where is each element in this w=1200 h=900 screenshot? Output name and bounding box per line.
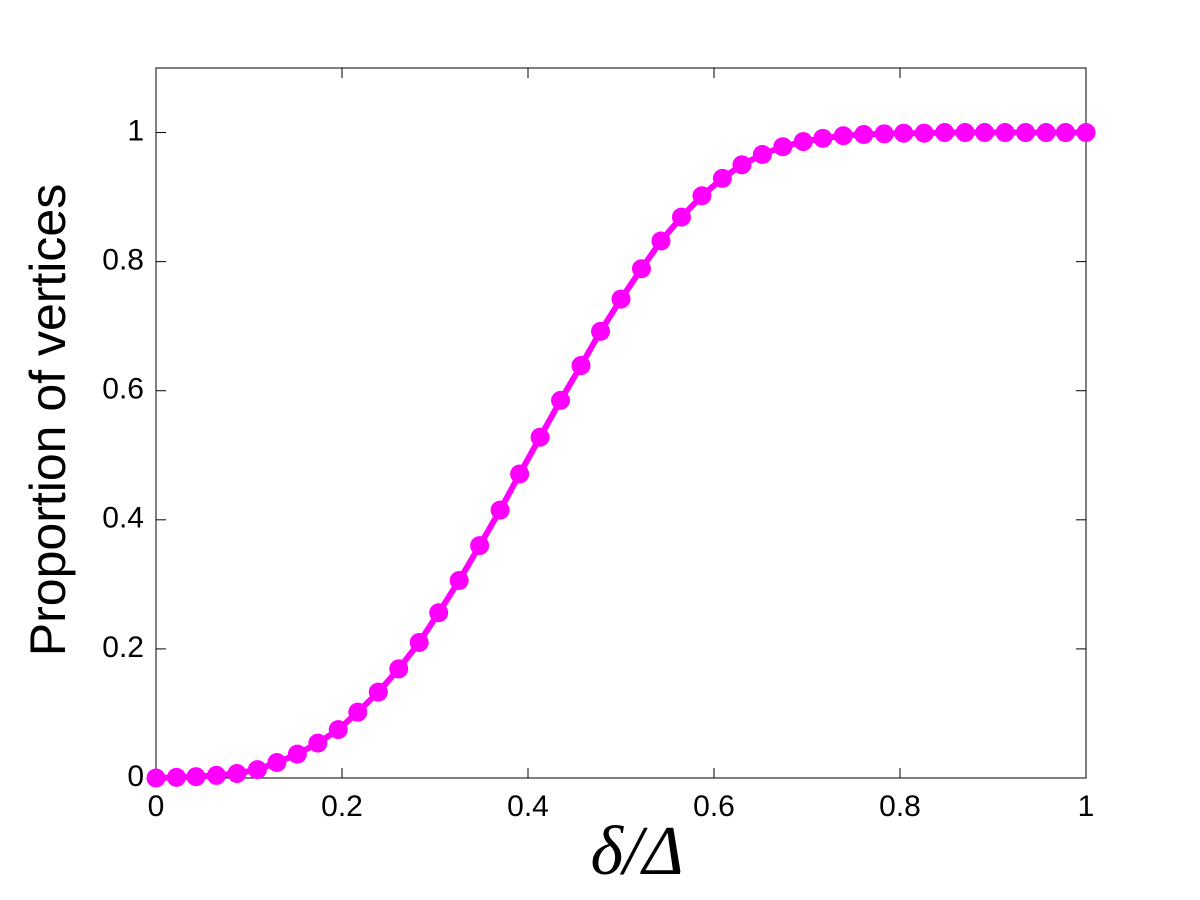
marker	[854, 124, 874, 144]
marker	[429, 603, 449, 623]
y-tick-label: 0	[127, 760, 144, 793]
marker	[813, 128, 833, 148]
x-tick-label: 0.4	[507, 790, 549, 823]
marker	[955, 123, 975, 143]
marker	[1036, 123, 1056, 143]
marker	[348, 702, 368, 722]
marker	[874, 124, 894, 144]
marker	[894, 123, 914, 143]
marker	[1016, 123, 1036, 143]
marker	[692, 186, 712, 206]
marker	[247, 760, 267, 780]
marker	[551, 390, 571, 410]
marker	[732, 155, 752, 175]
y-tick-label: 0.8	[102, 244, 144, 277]
marker	[995, 123, 1015, 143]
x-tick-label: 0.8	[879, 790, 921, 823]
marker	[651, 231, 671, 251]
marker	[389, 659, 409, 679]
x-tick-label: 0.2	[321, 790, 363, 823]
y-tick-label: 1	[127, 114, 144, 147]
marker	[631, 259, 651, 279]
marker	[287, 744, 307, 764]
marker	[1076, 123, 1096, 143]
marker	[146, 768, 166, 788]
marker	[368, 682, 388, 702]
marker	[328, 720, 348, 740]
x-tick-label: 0	[148, 790, 165, 823]
x-tick-label: 1	[1078, 790, 1095, 823]
marker	[1056, 123, 1076, 143]
y-axis-label: Proportion of vertices	[20, 184, 76, 656]
y-tick-label: 0.2	[102, 631, 144, 664]
marker	[308, 733, 328, 753]
marker	[490, 500, 510, 520]
x-axis-label: δ/Δ	[590, 813, 683, 890]
plot-frame	[155, 67, 1087, 779]
marker	[793, 132, 813, 152]
marker	[752, 144, 772, 164]
marker	[186, 767, 206, 787]
marker	[914, 123, 934, 143]
marker	[166, 767, 186, 787]
marker	[470, 536, 490, 556]
marker	[935, 123, 955, 143]
marker	[510, 464, 530, 484]
x-tick-label: 0.6	[693, 790, 735, 823]
marker	[773, 137, 793, 157]
marker	[449, 570, 469, 590]
marker	[833, 126, 853, 146]
marker	[206, 765, 226, 785]
marker	[530, 427, 550, 447]
marker	[975, 123, 995, 143]
y-tick-label: 0.6	[102, 373, 144, 406]
marker	[227, 763, 247, 783]
marker	[611, 289, 631, 309]
marker	[571, 356, 591, 376]
marker	[267, 753, 287, 773]
y-tick-label: 0.4	[102, 502, 144, 535]
marker	[409, 632, 429, 652]
marker	[671, 207, 691, 227]
marker	[591, 321, 611, 341]
marker	[712, 168, 732, 188]
